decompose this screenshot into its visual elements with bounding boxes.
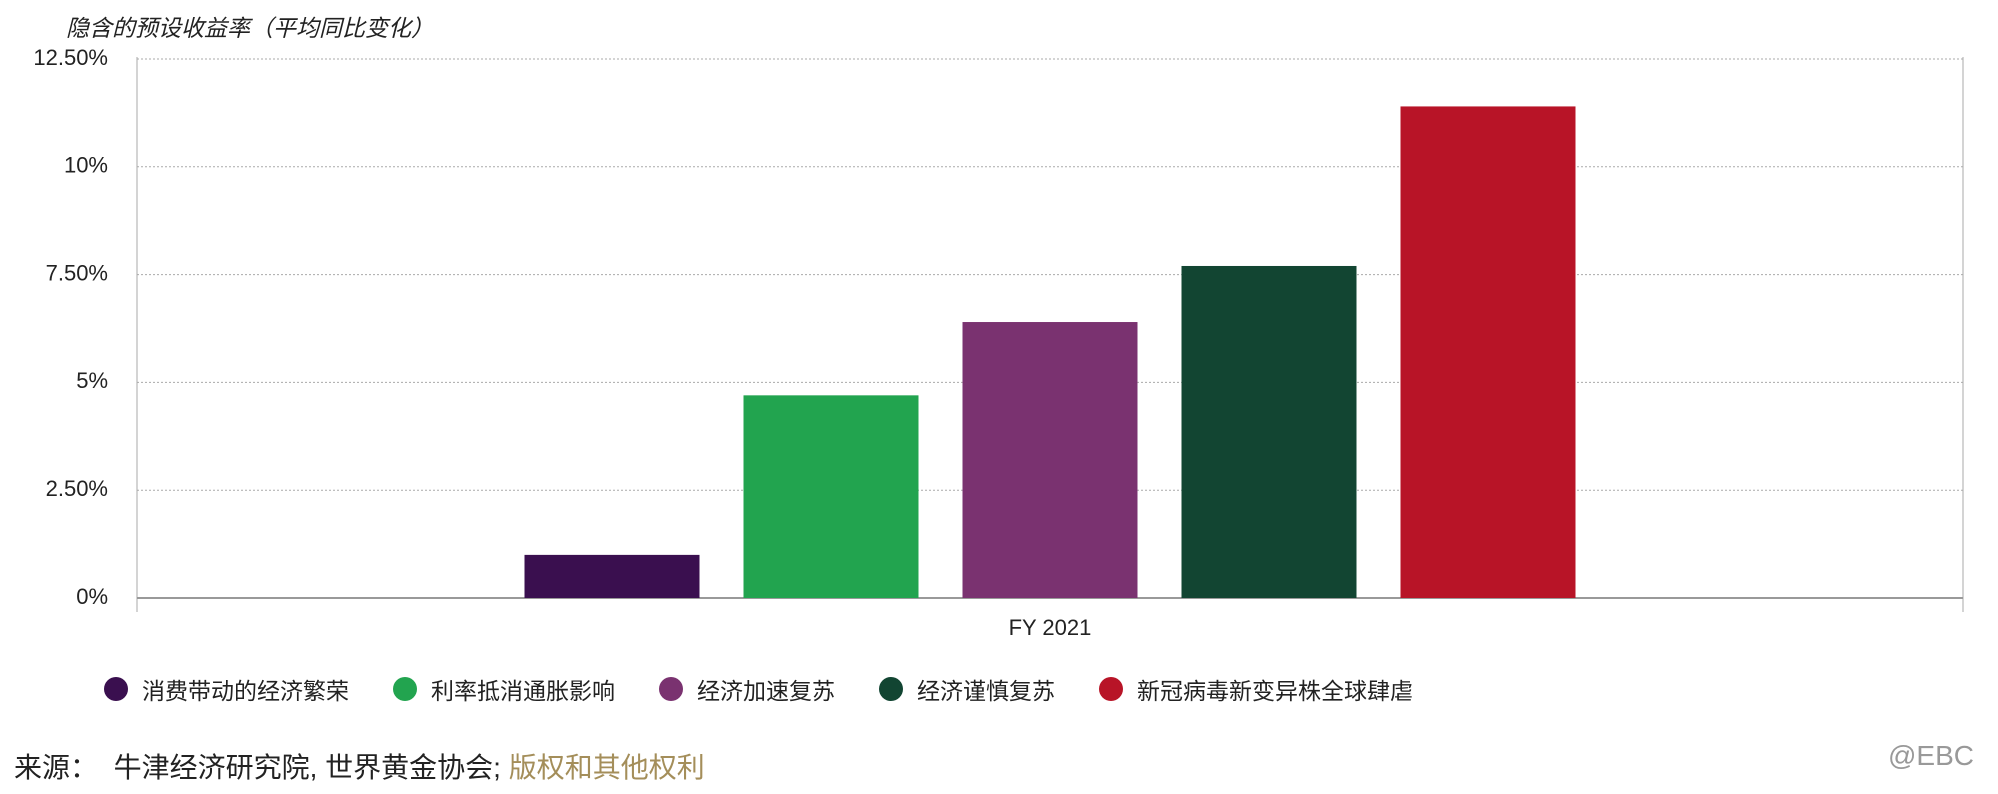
legend-marker <box>393 677 417 701</box>
legend-item: 经济加速复苏 <box>659 672 835 706</box>
legend-label: 经济谨慎复苏 <box>917 678 1055 704</box>
legend-item: 新冠病毒新变异株全球肆虐 <box>1099 672 1413 706</box>
x-tick-label: FY 2021 <box>1009 615 1092 640</box>
source-link[interactable]: 版权和其他权利 <box>508 752 705 783</box>
legend-item: 利率抵消通胀影响 <box>393 672 615 706</box>
legend-label: 利率抵消通胀影响 <box>431 678 615 704</box>
source-label: 来源： <box>14 752 99 783</box>
legend: 消费带动的经济繁荣 利率抵消通胀影响 经济加速复苏 经济谨慎复苏 新冠病毒新变异株全球肆… <box>104 672 1413 706</box>
legend-marker <box>659 677 683 701</box>
bar <box>524 554 700 598</box>
y-axis-title: 隐含的预设收益率（平均同比变化） <box>66 15 434 41</box>
y-tick-label: 0% <box>76 584 108 609</box>
bar <box>1400 106 1576 598</box>
bar <box>962 322 1138 598</box>
y-tick-label: 2.50% <box>46 476 108 501</box>
bar <box>1181 265 1357 598</box>
footer: 来源： 牛津经济研究院, 世界黄金协会; 版权和其他权利 <box>14 746 705 786</box>
y-tick-label: 7.50% <box>46 260 108 285</box>
bar <box>743 395 919 598</box>
legend-label: 新冠病毒新变异株全球肆虐 <box>1137 678 1413 704</box>
legend-label: 消费带动的经济繁荣 <box>142 678 349 704</box>
y-tick-label: 10% <box>64 153 108 178</box>
legend-item: 经济谨慎复苏 <box>879 672 1055 706</box>
legend-marker <box>1099 677 1123 701</box>
legend-marker <box>104 677 128 701</box>
chart: 隐含的预设收益率（平均同比变化） 0% 2.50% 5% 7.50% 10% 12.50%… <box>33 15 1964 640</box>
legend-item: 消费带动的经济繁荣 <box>104 672 349 706</box>
y-tick-label: 5% <box>76 368 108 393</box>
source-text: 牛津经济研究院, 世界黄金协会; <box>113 752 501 783</box>
legend-label: 经济加速复苏 <box>697 678 835 704</box>
watermark: @EBC <box>1888 740 1974 771</box>
legend-marker <box>879 677 903 701</box>
y-tick-label: 12.50% <box>33 45 108 70</box>
